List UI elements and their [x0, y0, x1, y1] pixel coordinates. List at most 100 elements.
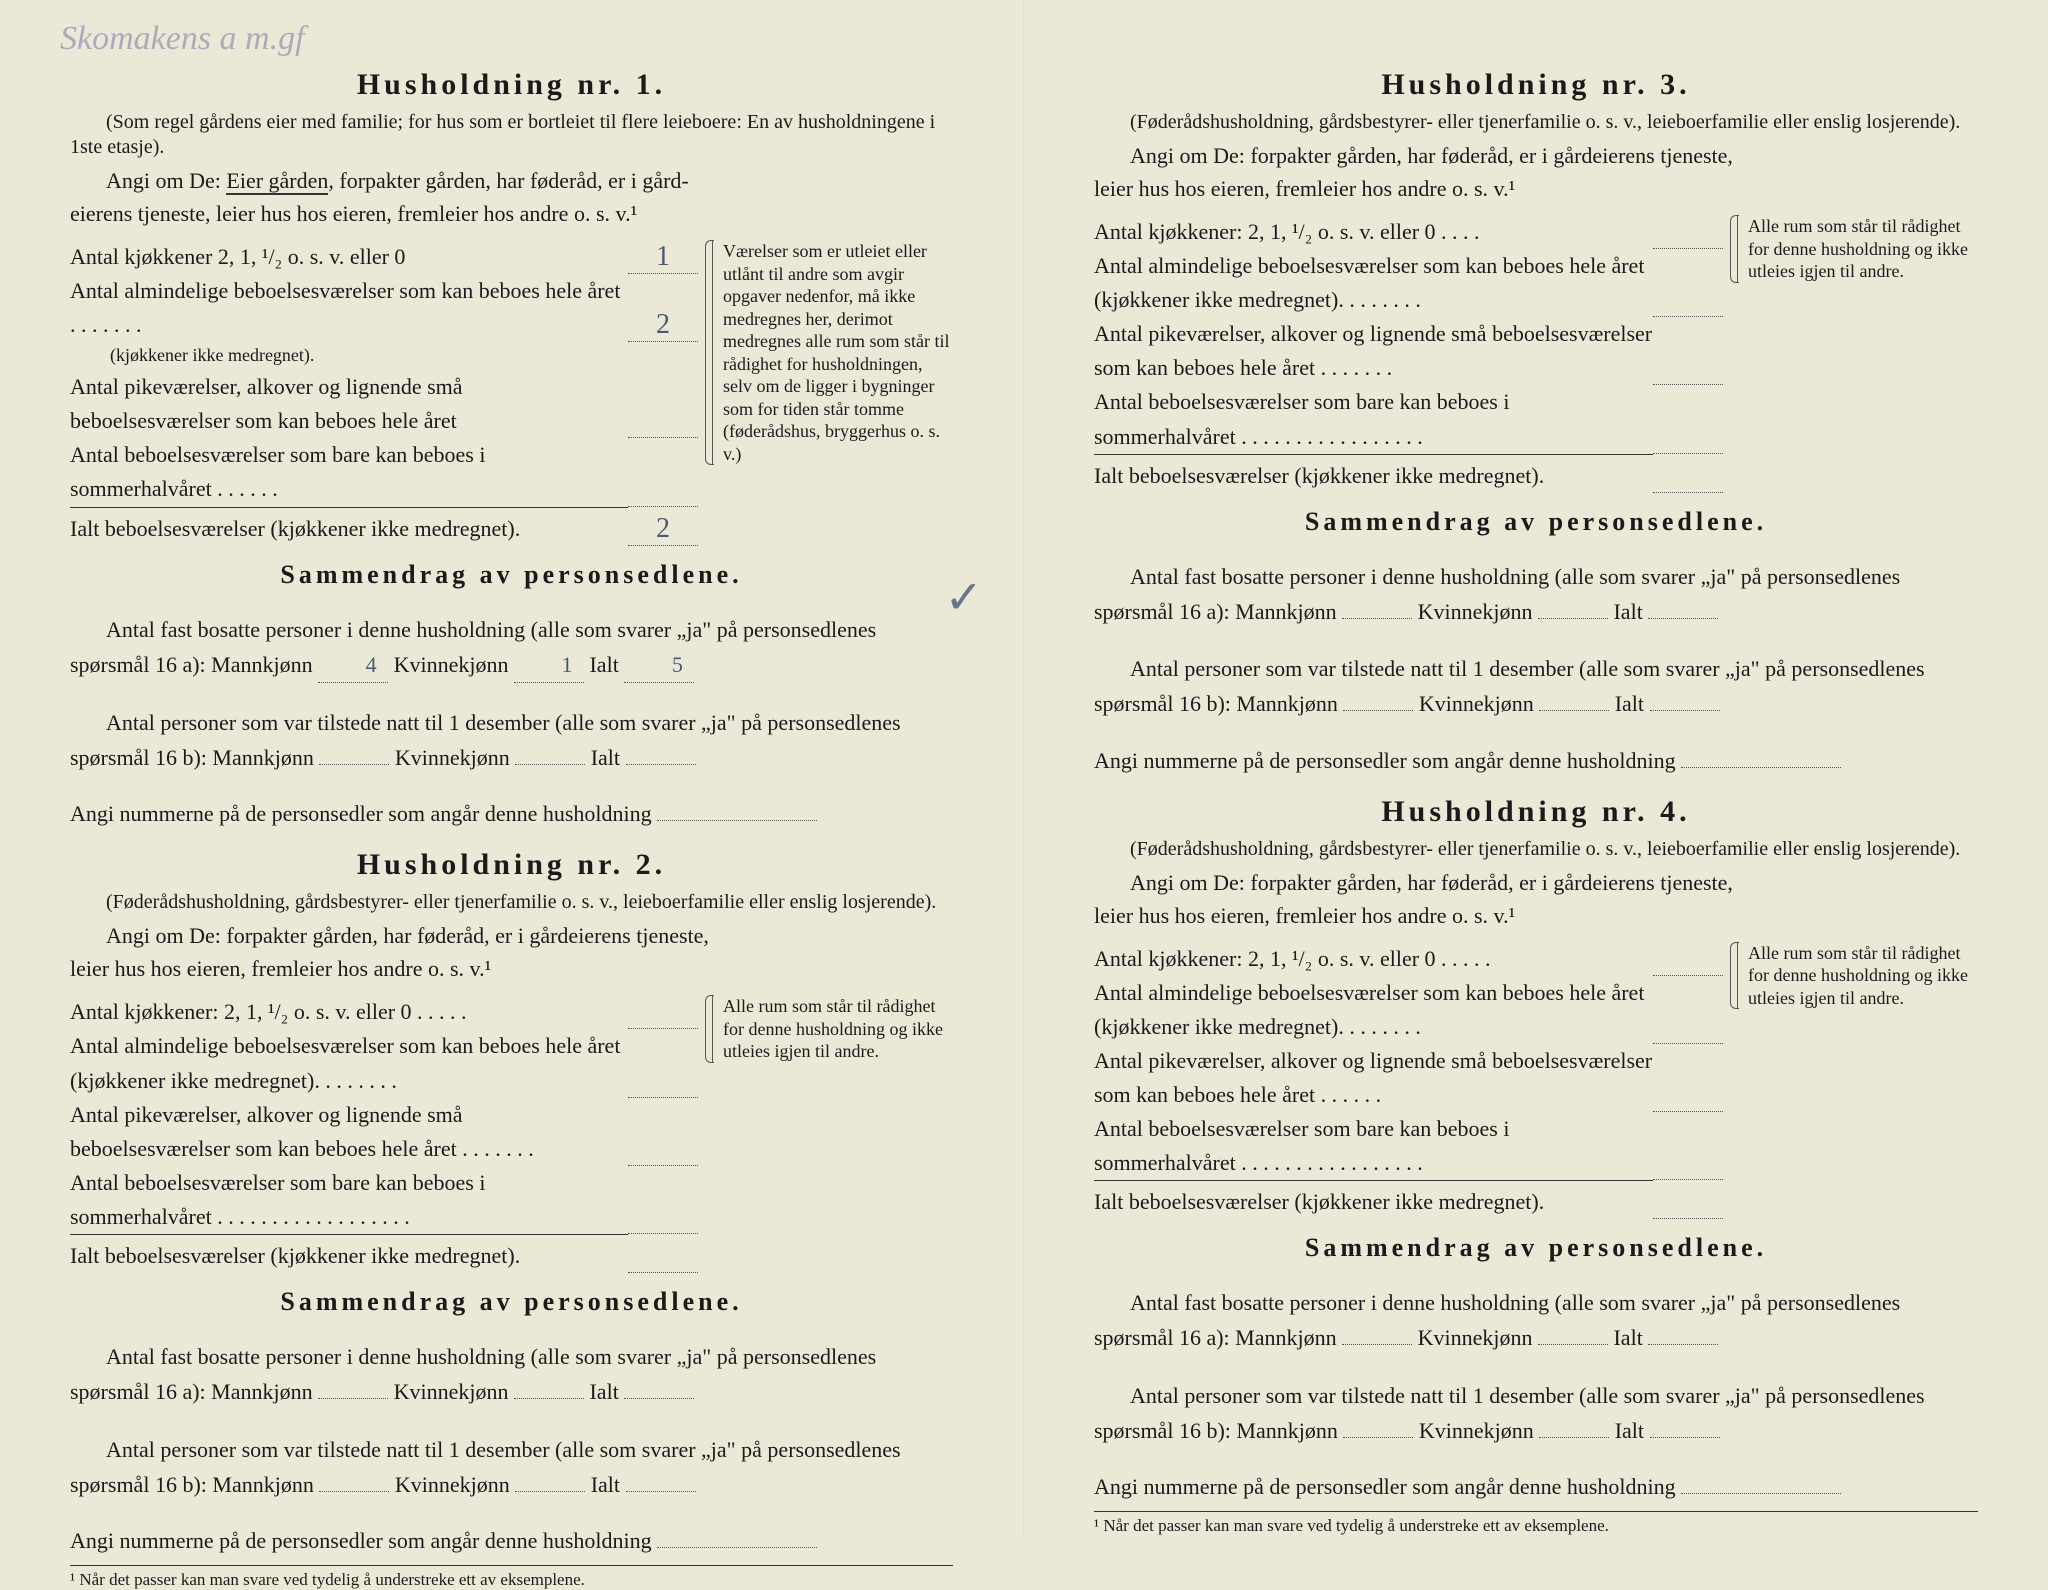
angi-nummer-value: [657, 820, 817, 821]
angi-options-2: forpakter gården, har føderåd, er i gård…: [226, 923, 709, 948]
household-3-s16b: Antal personer som var tilstede natt til…: [1094, 651, 1978, 721]
pike-value-2: [628, 1163, 698, 1166]
left-page: Skomakens a m.gf Husholdning nr. 1. (Som…: [0, 0, 1024, 1536]
angi-prefix-3: Angi om De:: [1130, 143, 1245, 168]
angi-nummer-label: Angi nummerne på de personsedler som ang…: [70, 801, 652, 826]
counts-right-note-4: Alle rum som står til rådighet for denne…: [1737, 942, 1978, 1010]
household-1-angi: Angi om De: Eier gården, forpakter gårde…: [70, 164, 953, 197]
s16a-t-label-3: Ialt: [1613, 599, 1642, 624]
counts-left-2: Antal kjøkkener: 2, 1, ¹/₂ o. s. v. elle…: [70, 995, 698, 1273]
s16b-t-label-2: Ialt: [591, 1472, 620, 1497]
household-4-s16a: Antal fast bosatte personer i denne hush…: [1094, 1285, 1978, 1355]
s16a-k-2: [514, 1398, 584, 1399]
rooms-label-4: Antal almindelige beboelsesværelser som …: [1094, 976, 1653, 1044]
s16a-k-label-4: Kvinnekjønn: [1418, 1325, 1533, 1350]
s16b-t: [626, 764, 696, 765]
kitchens-label-4: Antal kjøkkener: 2, 1, ¹/₂ o. s. v. elle…: [1094, 942, 1653, 976]
household-4-title: Husholdning nr. 4.: [1094, 795, 1978, 829]
household-3-angi-nummer: Angi nummerne på de personsedler som ang…: [1094, 744, 1978, 777]
angi-owner-underlined: Eier gården: [226, 168, 328, 195]
s16b-k-label-4: Kvinnekjønn: [1419, 1418, 1534, 1443]
right-page: Husholdning nr. 3. (Føderådshusholdning,…: [1024, 0, 2048, 1536]
household-4-summary-title: Sammendrag av personsedlene.: [1094, 1233, 1978, 1263]
s16a-k-label-2: Kvinnekjønn: [394, 1379, 509, 1404]
s16b-k-label-2: Kvinnekjønn: [395, 1472, 510, 1497]
household-4-angi: Angi om De: forpakter gården, har føderå…: [1094, 866, 1978, 899]
household-4-angi-line2: leier hus hos eieren, fremleier hos andr…: [1094, 899, 1978, 932]
angi-prefix-2: Angi om De:: [106, 923, 221, 948]
angi-nummer-label-3: Angi nummerne på de personsedler som ang…: [1094, 748, 1676, 773]
summer-value-4: [1653, 1177, 1723, 1180]
s16a-t-label-2: Ialt: [589, 1379, 618, 1404]
household-1-s16a: Antal fast bosatte personer i denne hush…: [70, 612, 953, 683]
footnote-rule-right: [1094, 1511, 1978, 1512]
kitchens-value-4: [1653, 973, 1723, 976]
footnote-rule-left: [70, 1565, 953, 1566]
s16b-k-2: [515, 1491, 585, 1492]
s16a-t-3: [1648, 618, 1718, 619]
rooms-value-3: [1653, 314, 1723, 317]
angi-options-3: forpakter gården, har føderåd, er i gård…: [1250, 143, 1733, 168]
rooms-value-2: [628, 1095, 698, 1098]
kitchens-label: Antal kjøkkener 2, 1, ¹/₂ o. s. v. eller…: [70, 240, 628, 274]
rooms-value-4: [1653, 1041, 1723, 1044]
household-1-s16b: Antal personer som var tilstede natt til…: [70, 705, 953, 775]
household-3-summary-title: Sammendrag av personsedlene.: [1094, 507, 1978, 537]
summer-value: [628, 504, 698, 507]
total-value: 2: [628, 515, 698, 546]
household-3-subnote: (Føderådshusholdning, gårdsbestyrer- ell…: [1094, 110, 1978, 135]
counts-left-4: Antal kjøkkener: 2, 1, ¹/₂ o. s. v. elle…: [1094, 942, 1723, 1220]
total-value-2: [628, 1270, 698, 1273]
s16b-t-label: Ialt: [591, 745, 620, 770]
total-value-4: [1653, 1216, 1723, 1219]
s16a-m-3: [1342, 618, 1412, 619]
kitchens-label-3: Antal kjøkkener: 2, 1, ¹/₂ o. s. v. elle…: [1094, 215, 1653, 249]
household-4-s16b: Antal personer som var tilstede natt til…: [1094, 1378, 1978, 1448]
s16b-k-label: Kvinnekjønn: [395, 745, 510, 770]
s16b-t-3: [1650, 710, 1720, 711]
counts-left-3: Antal kjøkkener: 2, 1, ¹/₂ o. s. v. elle…: [1094, 215, 1723, 493]
household-2-angi-nummer: Angi nummerne på de personsedler som ang…: [70, 1524, 953, 1557]
s16b-t-label-4: Ialt: [1615, 1418, 1644, 1443]
angi-nummer-label-4: Angi nummerne på de personsedler som ang…: [1094, 1474, 1676, 1499]
s16a-t-label: Ialt: [589, 652, 618, 677]
s16a-t: 5: [624, 647, 694, 683]
angi-rest: , forpakter gården, har føderåd, er i gå…: [328, 168, 688, 193]
total-label: Ialt beboelsesværelser (kjøkkener ikke m…: [70, 507, 628, 546]
household-2-subnote: (Føderådshusholdning, gårdsbestyrer- ell…: [70, 890, 953, 915]
household-2-s16b: Antal personer som var tilstede natt til…: [70, 1432, 953, 1502]
kitchens-value-3: [1653, 246, 1723, 249]
household-1-summary-title: Sammendrag av personsedlene.: [70, 560, 953, 590]
s16b-t-4: [1650, 1437, 1720, 1438]
kitchens-label-2: Antal kjøkkener: 2, 1, ¹/₂ o. s. v. elle…: [70, 995, 628, 1029]
rooms-label: Antal almindelige beboelsesværelser som …: [70, 274, 628, 342]
summer-label-3: Antal beboelsesværelser som bare kan beb…: [1094, 385, 1653, 453]
rooms-label-2: Antal almindelige beboelsesværelser som …: [70, 1029, 628, 1097]
margin-check-icon: ✓: [944, 570, 983, 624]
rooms-subnote: (kjøkkener ikke medregnet).: [110, 342, 698, 370]
counts-right-note-2: Alle rum som står til rådighet for denne…: [712, 995, 953, 1063]
angi-prefix-4: Angi om De:: [1130, 870, 1245, 895]
counts-right-note-3: Alle rum som står til rådighet for denne…: [1737, 215, 1978, 283]
total-label-2: Ialt beboelsesværelser (kjøkkener ikke m…: [70, 1234, 628, 1273]
counts-left: Antal kjøkkener 2, 1, ¹/₂ o. s. v. eller…: [70, 240, 698, 546]
s16a-k-4: [1538, 1344, 1608, 1345]
s16a-m-4: [1342, 1344, 1412, 1345]
total-label-4: Ialt beboelsesværelser (kjøkkener ikke m…: [1094, 1180, 1653, 1219]
footnote-left: ¹ Når det passer kan man svare ved tydel…: [70, 1570, 953, 1590]
rooms-label-3: Antal almindelige beboelsesværelser som …: [1094, 249, 1653, 317]
s16a-t-2: [624, 1398, 694, 1399]
pike-label-4: Antal pikeværelser, alkover og lignende …: [1094, 1044, 1653, 1112]
household-2-counts: Antal kjøkkener: 2, 1, ¹/₂ o. s. v. elle…: [70, 995, 953, 1273]
s16b-m-4: [1343, 1437, 1413, 1438]
s16a-k-label-3: Kvinnekjønn: [1418, 599, 1533, 624]
s16b-m-2: [319, 1491, 389, 1492]
household-4-counts: Antal kjøkkener: 2, 1, ¹/₂ o. s. v. elle…: [1094, 942, 1978, 1220]
s16a-m-2: [318, 1398, 388, 1399]
summer-label-4: Antal beboelsesværelser som bare kan beb…: [1094, 1112, 1653, 1180]
household-3-counts: Antal kjøkkener: 2, 1, ¹/₂ o. s. v. elle…: [1094, 215, 1978, 493]
summer-label-2: Antal beboelsesværelser som bare kan beb…: [70, 1166, 628, 1234]
household-2-summary-title: Sammendrag av personsedlene.: [70, 1287, 953, 1317]
household-2-angi: Angi om De: forpakter gården, har føderå…: [70, 919, 953, 952]
household-2-title: Husholdning nr. 2.: [70, 848, 953, 882]
